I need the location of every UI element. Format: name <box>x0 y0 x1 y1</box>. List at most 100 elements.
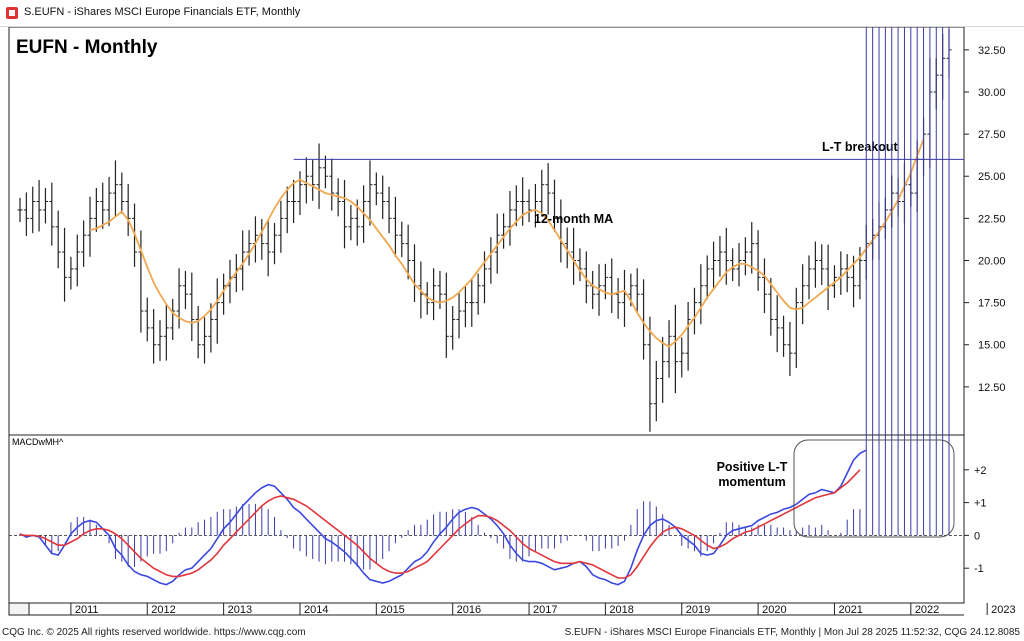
ohlc-bar <box>431 268 437 321</box>
price-tick-label: 15.00 <box>978 340 1006 352</box>
ohlc-bar <box>450 305 456 350</box>
ohlc-bar <box>520 177 526 226</box>
ohlc-bar <box>443 272 449 358</box>
ohlc-bar <box>214 278 220 344</box>
ohlc-bar <box>742 237 748 276</box>
ohlc-bar <box>189 272 195 342</box>
ohlc-bar <box>583 251 589 304</box>
ohlc-bar <box>157 320 163 361</box>
macd-histogram <box>19 27 950 570</box>
chart-canvas[interactable]: EUFN - Monthly 12.50 15.00 17.50 20.00 22.50… <box>6 26 1016 617</box>
ohlc-bar <box>291 179 297 224</box>
ohlc-bar <box>392 196 398 257</box>
ohlc-bar <box>475 273 481 315</box>
ohlc-bar <box>221 273 227 315</box>
ohlc-bar <box>660 337 666 403</box>
price-bars <box>17 29 952 432</box>
ohlc-bar <box>208 303 214 353</box>
ohlc-bar <box>386 186 392 234</box>
price-tick-label: 32.50 <box>978 45 1006 57</box>
macd-line <box>19 449 867 586</box>
price-axis: 12.50 15.00 17.50 20.00 22.50 25.00 27.50 30.00… <box>964 45 1006 394</box>
ohlc-bar <box>634 268 640 312</box>
ohlc-bar <box>151 309 157 364</box>
ohlc-bar <box>100 182 106 229</box>
ohlc-bar <box>62 227 68 302</box>
year-label: 2017 <box>533 604 557 616</box>
ohlc-bar <box>730 248 736 282</box>
momentum-highlight-box <box>793 439 955 538</box>
scroll-handle[interactable] <box>8 602 30 616</box>
ohlc-bar <box>329 158 335 211</box>
ohlc-bar <box>87 196 93 257</box>
ohlc-bar <box>501 213 507 249</box>
ohlc-bar <box>30 186 36 234</box>
status-footer: CQG Inc. © 2025 All rights reserved worl… <box>0 626 1024 641</box>
ohlc-bar <box>405 224 411 280</box>
macd-title: MACDwMH^ <box>12 437 64 447</box>
year-label: 2020 <box>762 604 786 616</box>
year-label: 2018 <box>609 604 633 616</box>
ohlc-bar <box>526 189 532 223</box>
ohlc-bar <box>17 197 23 223</box>
year-label: 2012 <box>151 604 175 616</box>
ohlc-bar <box>284 186 290 234</box>
ohlc-bar <box>704 255 710 300</box>
year-label: 2019 <box>686 604 710 616</box>
momentum-label-line: momentum <box>718 475 785 489</box>
ohlc-bar <box>507 191 513 246</box>
year-label: 2022 <box>915 604 939 616</box>
price-panel: EUFN - Monthly 12.50 15.00 17.50 20.00 22.50… <box>8 26 1006 436</box>
ohlc-bar <box>717 235 723 277</box>
ohlc-bar <box>781 315 787 357</box>
ohlc-bar <box>462 286 468 328</box>
macd-panel: MACDwMH^ -1 0 +1 +2 Positive L-T momentum <box>8 27 987 604</box>
ohlc-bar <box>55 210 61 269</box>
ohlc-bar <box>761 258 767 314</box>
ohlc-bar <box>513 185 519 227</box>
ohlc-bar <box>278 200 284 253</box>
ohlc-bar <box>125 183 131 236</box>
macd-axis: -1 0 +1 +2 <box>9 465 987 575</box>
ohlc-bar <box>138 230 144 333</box>
macd-tick-label: +2 <box>974 465 987 477</box>
macd-tick-label: 0 <box>974 530 980 542</box>
ohlc-bar <box>551 179 557 232</box>
ohlc-bar <box>793 287 799 368</box>
ohlc-bar <box>482 251 487 304</box>
ohlc-bar <box>348 204 354 241</box>
ohlc-bar <box>494 213 500 274</box>
ohlc-bar <box>49 182 55 246</box>
ohlc-bar <box>590 270 596 310</box>
macd-tick-label: +1 <box>974 498 987 510</box>
ohlc-bar <box>182 270 188 310</box>
ohlc-bar <box>42 188 48 224</box>
ohlc-bar <box>545 163 551 215</box>
momentum-label: Positive L-T momentum <box>717 460 788 489</box>
ohlc-bar <box>380 175 386 220</box>
ohlc-bar <box>246 230 252 266</box>
ohlc-bar <box>539 169 545 217</box>
ohlc-bar <box>310 160 316 201</box>
ohlc-bar <box>297 171 303 215</box>
ohlc-bar <box>819 244 825 286</box>
ohlc-bar <box>577 248 583 282</box>
ohlc-bar <box>456 292 462 339</box>
year-label: 2011 <box>75 604 99 616</box>
ma-label: 12-month MA <box>534 212 613 226</box>
ohlc-bar <box>81 220 87 267</box>
app-icon <box>6 7 18 19</box>
year-label: 2013 <box>228 604 252 616</box>
ohlc-bar <box>679 337 685 378</box>
price-tick-label: 17.50 <box>978 298 1006 310</box>
ohlc-bar <box>303 157 309 204</box>
ohlc-bar <box>844 254 850 293</box>
price-tick-label: 22.50 <box>978 213 1006 225</box>
ohlc-bar <box>74 234 80 287</box>
price-tick-label: 25.00 <box>978 171 1006 183</box>
ohlc-bar <box>615 278 621 319</box>
ohlc-bar <box>195 305 201 359</box>
ohlc-bar <box>144 297 150 342</box>
ohlc-bar <box>469 278 475 327</box>
ohlc-bar <box>322 155 328 189</box>
